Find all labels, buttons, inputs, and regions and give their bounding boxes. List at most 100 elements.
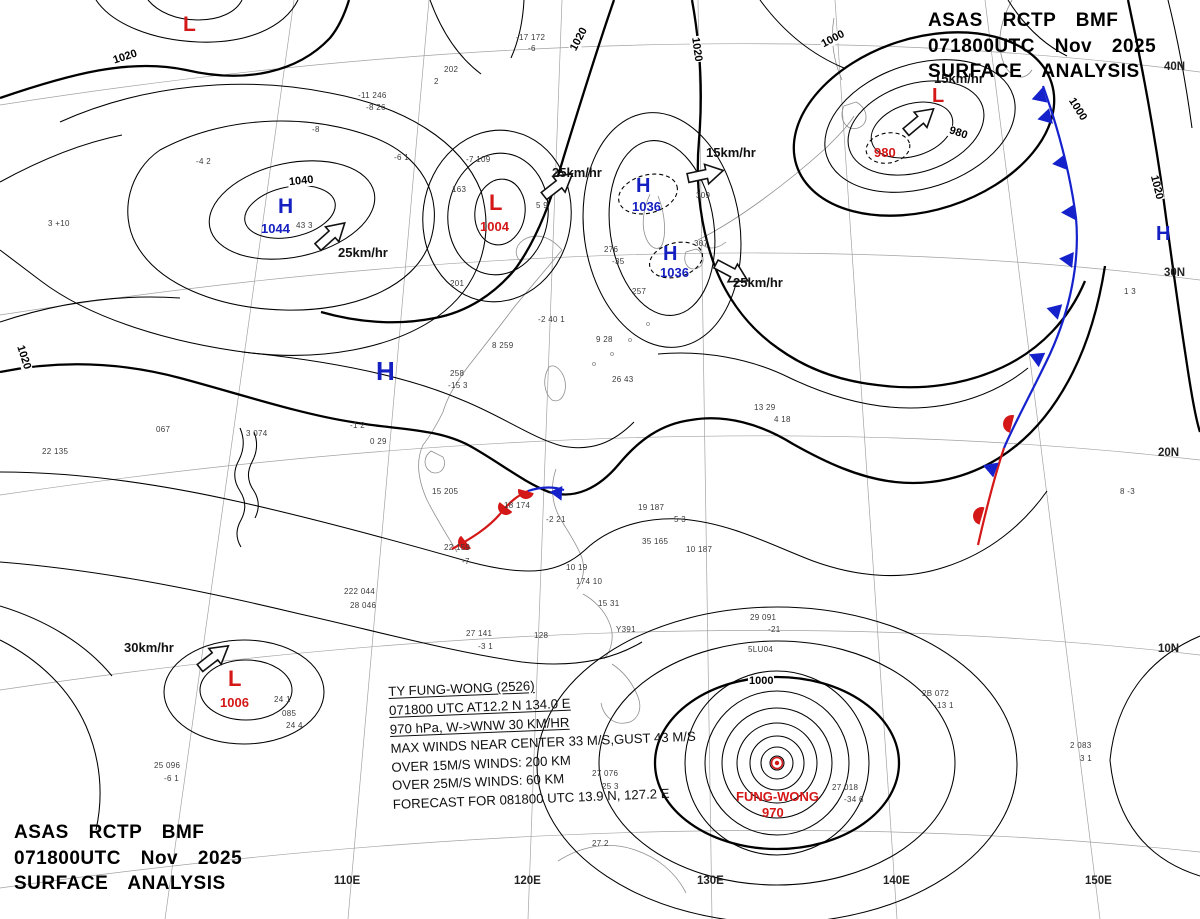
station-plot: 35 165 bbox=[642, 537, 669, 546]
station-plot: 13 29 bbox=[754, 403, 776, 412]
pressure-center-H: H bbox=[1156, 223, 1171, 245]
station-plot: 18 174 bbox=[504, 501, 531, 510]
station-plot: -4 2 bbox=[196, 157, 211, 166]
pressure-center-L: L bbox=[489, 190, 503, 215]
title-line-3: SURFACE ANALYSIS bbox=[14, 873, 226, 895]
station-plot: -17 172 bbox=[516, 33, 546, 42]
motion-speed-label: 15km/hr bbox=[706, 145, 756, 160]
station-plot: 067 bbox=[156, 425, 171, 434]
station-plot: 25 3 bbox=[602, 782, 619, 791]
isobar-label: 1020 bbox=[688, 35, 705, 64]
isobars-thick bbox=[0, 0, 1200, 851]
station-plot: 2 083 bbox=[1070, 741, 1092, 750]
station-plot: 10 187 bbox=[686, 545, 713, 554]
station-plot: -6 bbox=[528, 44, 536, 53]
station-plot: 24 1 bbox=[274, 695, 291, 704]
station-plot: 309 bbox=[696, 191, 711, 200]
station-plot: 10 19 bbox=[566, 563, 588, 572]
title-line-3: SURFACE ANALYSIS bbox=[928, 61, 1140, 83]
station-plot: 27 141 bbox=[466, 629, 493, 638]
pressure-center-L: L bbox=[228, 666, 242, 691]
pressure-value: 980 bbox=[874, 145, 896, 160]
pressure-center-H: H bbox=[376, 356, 395, 386]
station-plot: 0 29 bbox=[370, 437, 387, 446]
station-plot: 2 bbox=[434, 77, 439, 86]
typhoon-info-block: TY FUNG-WONG (2526) 071800 UTC AT12.2 N … bbox=[388, 671, 698, 815]
isobars-dashed bbox=[618, 132, 911, 279]
station-plot: 43 3 bbox=[296, 221, 313, 230]
station-plot: -7 109 bbox=[466, 155, 491, 164]
station-plot: 3 074 bbox=[246, 429, 268, 438]
motion-speed-label: 25km/hr bbox=[338, 245, 388, 260]
longitude-label: 130E bbox=[697, 875, 724, 887]
station-plot: -8 26 bbox=[366, 103, 386, 112]
station-plot: 29 091 bbox=[750, 613, 777, 622]
latitude-label: 10N bbox=[1158, 643, 1180, 655]
station-plot: 27 2 bbox=[592, 839, 609, 848]
station-plot: 25 096 bbox=[154, 761, 181, 770]
motion-arrow-icon bbox=[540, 172, 574, 201]
station-plot: 22 159 bbox=[444, 543, 471, 552]
station-plot: 163 bbox=[452, 185, 467, 194]
station-plot: 26 43 bbox=[612, 375, 634, 384]
motion-arrow-icon bbox=[901, 107, 935, 137]
pressure-center-H: H bbox=[663, 243, 678, 265]
motion-arrow-icon bbox=[313, 221, 346, 252]
station-plot: 9 28 bbox=[596, 335, 613, 344]
pressure-center-H: H bbox=[636, 175, 651, 197]
station-plot: 24 4 bbox=[286, 721, 303, 730]
station-plot: 222 044 bbox=[344, 587, 376, 596]
title-line-2: 071800UTC Nov 2025 bbox=[928, 35, 1157, 57]
station-plot: -11 246 bbox=[358, 91, 387, 100]
station-plot: -13 1 bbox=[934, 701, 954, 710]
latitude-label: 40N bbox=[1164, 61, 1186, 73]
longitude-label: 120E bbox=[514, 875, 541, 887]
station-plot: 3 +10 bbox=[48, 219, 70, 228]
motion-arrow-icon bbox=[196, 644, 230, 673]
station-plot: Y391 bbox=[616, 625, 636, 634]
longitude-label: 150E bbox=[1085, 875, 1112, 887]
station-plot: 27 076 bbox=[592, 769, 619, 778]
coastlines bbox=[418, 0, 1033, 894]
longitude-label: 140E bbox=[883, 875, 910, 887]
station-plot: -2 40 1 bbox=[538, 315, 566, 324]
cold-front bbox=[973, 85, 1078, 546]
station-plot: 1 3 bbox=[1124, 287, 1137, 296]
isobar-label: 1000 bbox=[748, 675, 775, 687]
station-plot: 3 1 bbox=[1080, 754, 1093, 763]
station-plot: 8 -3 bbox=[1120, 487, 1135, 496]
station-plot: 257 bbox=[632, 287, 647, 296]
title-line-1: ASAS RCTP BMF bbox=[928, 10, 1119, 31]
station-plot: -8 bbox=[312, 125, 320, 134]
station-plot: 5 3 bbox=[674, 515, 687, 524]
pressure-center-H: H bbox=[278, 195, 294, 218]
pressure-value: 1004 bbox=[480, 219, 509, 234]
motion-speed-label: 30km/hr bbox=[124, 640, 174, 655]
pressure-value: 1036 bbox=[632, 199, 661, 214]
longitude-label: 110E bbox=[334, 875, 361, 887]
station-plot: 5LU04 bbox=[748, 645, 774, 654]
latitude-label: 20N bbox=[1158, 447, 1180, 459]
station-plot: 258 bbox=[450, 369, 465, 378]
chart-title-bottom-left: ASAS RCTP BMF 071800UTC Nov 2025 SURFACE… bbox=[14, 820, 242, 897]
title-line-1: ASAS RCTP BMF bbox=[14, 822, 205, 843]
motion-arrow-icon bbox=[712, 258, 750, 283]
station-plot: 174 10 bbox=[576, 577, 603, 586]
pressure-center-L: L bbox=[183, 13, 196, 36]
station-plot: 28 046 bbox=[350, 601, 377, 610]
station-plot: 201 bbox=[450, 279, 465, 288]
station-plot: -35 bbox=[612, 257, 625, 266]
station-plot: 202 bbox=[444, 65, 459, 74]
station-plot: -21 bbox=[768, 625, 781, 634]
station-plot: -7 bbox=[462, 557, 470, 566]
station-plot: 22 135 bbox=[42, 447, 69, 456]
station-plot: 8 259 bbox=[492, 341, 514, 350]
pressure-value: 1044 bbox=[261, 221, 290, 236]
latitude-label: 30N bbox=[1164, 267, 1186, 279]
station-plot: 19 187 bbox=[638, 503, 665, 512]
station-plot: -34 6 bbox=[844, 795, 864, 804]
motion-arrow-icon bbox=[686, 163, 725, 186]
station-plot: -15 3 bbox=[448, 381, 468, 390]
typhoon-name-label: FUNG-WONG bbox=[736, 789, 820, 804]
